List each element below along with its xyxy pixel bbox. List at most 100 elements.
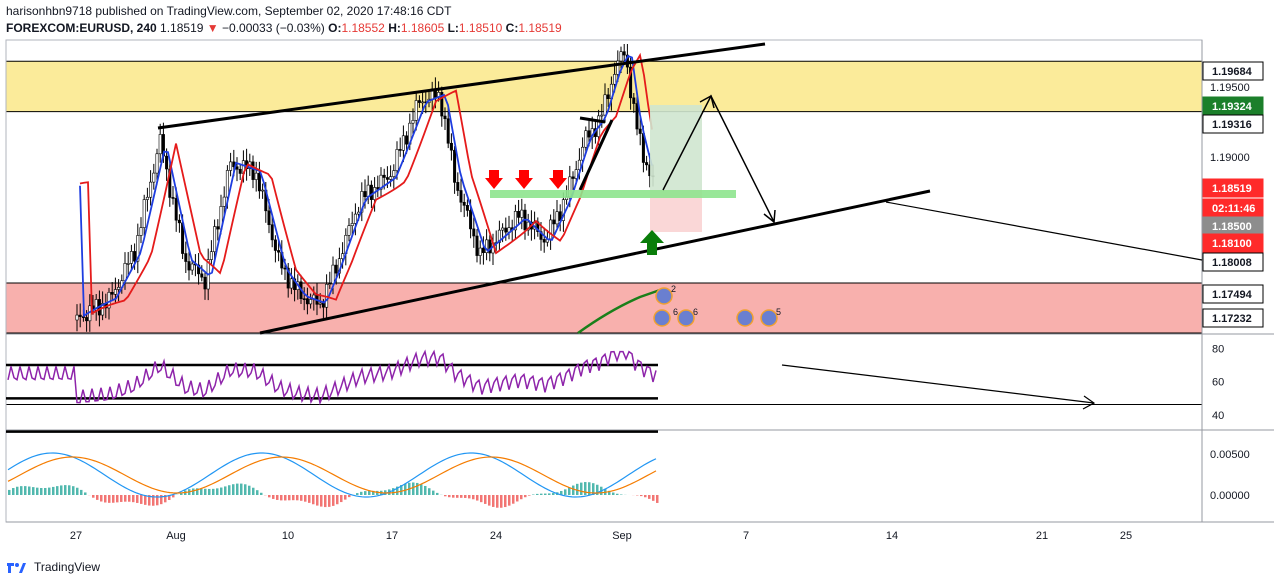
candle-body xyxy=(395,149,399,171)
price-label-box xyxy=(1202,284,1264,304)
price-label-box xyxy=(1202,178,1264,198)
candle-body xyxy=(443,115,447,120)
macd-histogram-bar xyxy=(76,487,79,495)
candle-body xyxy=(321,302,325,308)
footer-brand[interactable]: TradingView xyxy=(34,560,101,574)
candle-body xyxy=(129,251,133,264)
macd-histogram-bar xyxy=(500,495,503,508)
macd-histogram-bar xyxy=(540,493,543,495)
candle-body xyxy=(75,314,79,321)
candle-body xyxy=(619,51,623,62)
candle-body xyxy=(149,181,153,198)
macd-histogram-bar xyxy=(564,489,567,495)
macd-histogram-bar xyxy=(344,495,347,500)
macd-histogram-bar xyxy=(44,487,47,495)
macd-histogram-bar xyxy=(276,495,279,500)
price-change: −0.00033 (−0.03%) xyxy=(222,21,325,35)
candle-body xyxy=(485,239,489,254)
macd-histogram-bar xyxy=(68,485,71,495)
trend-drawings xyxy=(157,42,1203,410)
candle-body xyxy=(440,92,444,117)
candle-body xyxy=(222,196,226,207)
macd-histogram-bar xyxy=(552,493,555,495)
candle-body xyxy=(133,251,137,262)
macd-histogram-bar xyxy=(368,490,371,495)
red-down-arrow-icon xyxy=(515,170,533,189)
projection-arrowhead-down xyxy=(763,209,776,224)
macd-histogram-bar xyxy=(40,488,43,495)
candle-body xyxy=(350,223,354,227)
candle-body xyxy=(478,247,482,256)
macd-histogram-bar xyxy=(456,495,459,498)
macd-histogram-bar xyxy=(64,485,67,495)
price-label-text: 1.19684 xyxy=(1212,66,1253,78)
macd-histogram-bar xyxy=(32,487,35,495)
event-count: 5 xyxy=(776,307,781,317)
price-labels: 1.19684 1.19324 1.19316 1.18519 02:11:46 1.18… xyxy=(1202,61,1264,328)
macd-histogram-bar xyxy=(528,495,531,496)
macd-histogram-bar xyxy=(256,490,259,495)
macd-histogram-bar xyxy=(364,491,367,495)
price-label-text: 1.18008 xyxy=(1212,257,1252,269)
macd-histogram-bar xyxy=(588,482,591,495)
candle-body xyxy=(645,162,649,166)
candle-body xyxy=(622,51,626,56)
rsi-pane xyxy=(6,349,658,433)
macd-histogram-bar xyxy=(96,495,99,500)
macd-histogram-bar xyxy=(332,495,335,506)
candle-body xyxy=(165,155,169,170)
symbol-legend: FOREXCOM:EURUSD, 240 1.18519 ▼ −0.00033 … xyxy=(6,21,562,35)
price-label-box xyxy=(1202,308,1264,328)
open-label: O: xyxy=(328,21,342,35)
candle-body xyxy=(309,299,313,305)
event-flag-icon xyxy=(760,309,778,327)
macd-histogram-bar xyxy=(536,493,539,495)
macd-histogram-bar xyxy=(512,495,515,504)
symbol-name[interactable]: FOREXCOM:EURUSD, 240 xyxy=(6,21,157,35)
price-label-text: 1.19324 xyxy=(1212,101,1253,113)
moving-averages xyxy=(79,52,661,335)
candle-body xyxy=(113,289,117,295)
candle-body xyxy=(462,201,466,206)
last-price: 1.18519 xyxy=(160,21,204,35)
candle-body xyxy=(392,170,396,177)
candle-body xyxy=(555,211,559,225)
event-count: 6 xyxy=(673,307,678,317)
macd-histogram-bar xyxy=(316,495,319,506)
macd-histogram-bar xyxy=(572,485,575,495)
macd-histogram-bar xyxy=(452,495,455,498)
candle-body xyxy=(629,66,633,99)
macd-histogram-bar xyxy=(348,495,351,498)
candle-body xyxy=(405,135,409,145)
macd-histogram-bar xyxy=(508,495,511,506)
candle-body xyxy=(184,253,188,262)
macd-histogram-bar xyxy=(392,488,395,495)
rsi-line xyxy=(7,349,657,406)
time-tick-label: Aug xyxy=(166,530,186,542)
candle-body xyxy=(549,219,553,240)
time-tick-label: Sep xyxy=(612,530,632,542)
candle-body xyxy=(603,94,607,116)
macd-histogram-bar xyxy=(268,495,271,498)
macd-histogram-bar xyxy=(16,486,19,495)
high-label: H: xyxy=(388,21,401,35)
macd-histogram-bar xyxy=(112,495,115,503)
long-term-arrow-line xyxy=(781,364,1095,404)
macd-line xyxy=(7,452,657,498)
down-arrow-icon: ▼ xyxy=(206,21,219,35)
candle-body xyxy=(254,172,258,180)
price-tick-label: 1.19000 xyxy=(1210,152,1250,164)
candle-body xyxy=(261,189,265,192)
macd-histogram-bar xyxy=(56,486,59,495)
economic-events: 2 6 6 5 xyxy=(653,284,781,327)
price-label-text: 1.18519 xyxy=(1212,183,1252,195)
candle-body xyxy=(542,239,546,243)
ma-long-line xyxy=(577,288,661,335)
macd-histogram-bar xyxy=(100,495,103,502)
macd-histogram-bar xyxy=(292,495,295,501)
macd-histogram-bar xyxy=(312,495,315,505)
candle-body xyxy=(286,267,290,289)
macd-histogram-bar xyxy=(284,495,287,501)
macd-histogram-bar xyxy=(24,486,27,495)
